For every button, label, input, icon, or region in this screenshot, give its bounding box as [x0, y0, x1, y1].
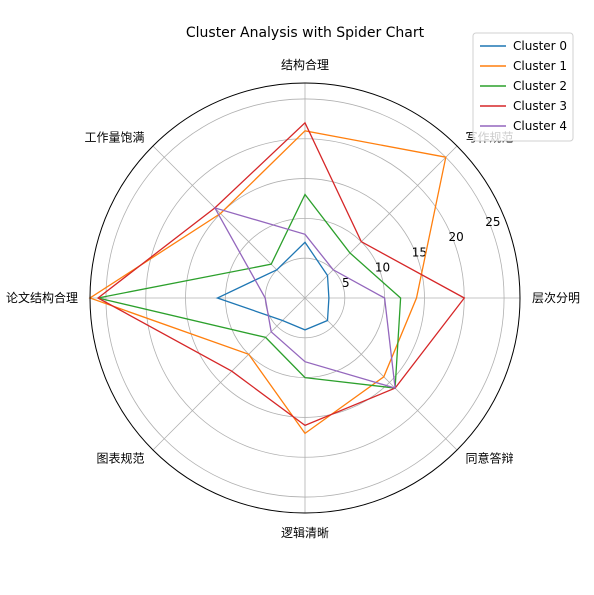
radial-tick-label: 20	[448, 230, 463, 244]
radial-tick-label: 25	[485, 215, 500, 229]
category-label: 图表规范	[96, 451, 144, 466]
grid-spoke	[152, 297, 306, 451]
grid-spoke	[152, 145, 306, 299]
plot-outline	[89, 82, 521, 514]
legend-label: Cluster 0	[513, 39, 567, 53]
series-line-cluster-2	[97, 193, 402, 389]
category-label: 论文结构合理	[6, 290, 78, 305]
category-label: 逻辑清晰	[281, 526, 329, 540]
legend-box	[472, 32, 574, 142]
radar-grid	[90, 83, 520, 513]
radial-tick-labels: 5 10 15 20 25	[342, 215, 501, 290]
grid-spoke	[304, 297, 458, 451]
legend: Cluster 0 Cluster 1 Cluster 2 Cluster 3 Clus…	[472, 32, 574, 142]
series-line-cluster-4	[213, 206, 396, 389]
legend-label: Cluster 3	[513, 99, 567, 113]
series-lines	[88, 121, 466, 435]
radial-tick-label: 15	[412, 245, 427, 259]
grid-spoke	[304, 145, 458, 299]
category-label: 层次分明	[532, 291, 580, 305]
legend-label: Cluster 2	[513, 79, 567, 93]
radial-tick-label: 5	[342, 276, 350, 290]
series-line-cluster-0	[215, 241, 330, 331]
category-label: 工作量饱满	[84, 130, 144, 145]
category-label: 结构合理	[281, 57, 329, 72]
radial-tick-label: 10	[375, 261, 390, 275]
series-line-cluster-3	[96, 121, 466, 427]
chart-title: Cluster Analysis with Spider Chart	[186, 25, 425, 41]
legend-label: Cluster 1	[513, 59, 567, 73]
category-label: 同意答辩	[466, 451, 514, 466]
legend-label: Cluster 4	[513, 119, 567, 133]
